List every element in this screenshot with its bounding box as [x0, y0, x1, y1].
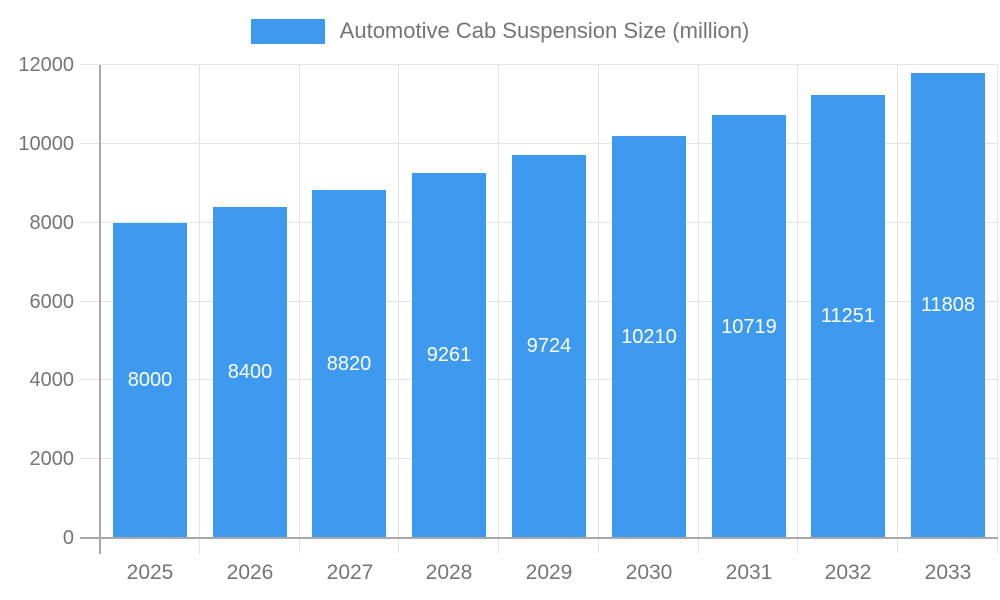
bar-value-label: 11251 [820, 305, 876, 327]
bar-value-label: 9261 [426, 344, 472, 366]
bar[interactable] [712, 115, 786, 538]
y-tick-label: 12000 [18, 54, 74, 76]
legend-label: Automotive Cab Suspension Size (million) [339, 18, 750, 43]
x-gridline [199, 65, 200, 554]
x-gridline [897, 65, 898, 554]
y-tick-label: 4000 [29, 369, 75, 391]
bar-value-label: 8000 [127, 369, 173, 391]
bar[interactable] [213, 207, 287, 538]
y-tick-label: 2000 [29, 448, 75, 470]
y-tick-label: 0 [62, 527, 74, 549]
bar[interactable] [512, 155, 586, 538]
x-tick-label: 2033 [924, 561, 972, 584]
x-gridline [797, 65, 798, 554]
bar[interactable] [113, 223, 187, 538]
bar[interactable] [312, 190, 386, 538]
x-tick-label: 2025 [126, 561, 174, 584]
bar[interactable] [811, 95, 885, 538]
x-tick-label: 2032 [824, 561, 872, 584]
bar[interactable] [412, 173, 486, 538]
x-tick-label: 2027 [326, 561, 374, 584]
x-gridline [698, 65, 699, 554]
x-gridline [997, 65, 998, 554]
legend-item[interactable]: Automotive Cab Suspension Size (million) [0, 14, 1000, 48]
bar-value-label: 11808 [920, 294, 976, 316]
x-tick-label: 2029 [525, 561, 573, 584]
y-tick-label: 6000 [29, 291, 75, 313]
x-axis-line [80, 537, 998, 539]
y-tick-label: 8000 [29, 212, 75, 234]
bar[interactable] [612, 136, 686, 538]
x-gridline [598, 65, 599, 554]
bar-value-label: 10210 [621, 326, 677, 348]
legend-swatch-icon [250, 18, 325, 44]
x-tick-label: 2026 [226, 561, 274, 584]
x-gridline [299, 65, 300, 554]
y-tick-label: 10000 [18, 133, 74, 155]
y-axis-line [99, 65, 101, 554]
bar-value-label: 10719 [721, 316, 777, 338]
y-gridline [80, 64, 998, 65]
x-tick-label: 2031 [725, 561, 773, 584]
x-gridline [398, 65, 399, 554]
x-gridline [498, 65, 499, 554]
bar-value-label: 9724 [526, 335, 572, 357]
y-gridline [80, 143, 998, 144]
x-tick-label: 2028 [425, 561, 473, 584]
x-tick-label: 2030 [625, 561, 673, 584]
bar-value-label: 8820 [326, 353, 372, 375]
bar[interactable] [911, 73, 985, 538]
bar-value-label: 8400 [227, 361, 273, 383]
